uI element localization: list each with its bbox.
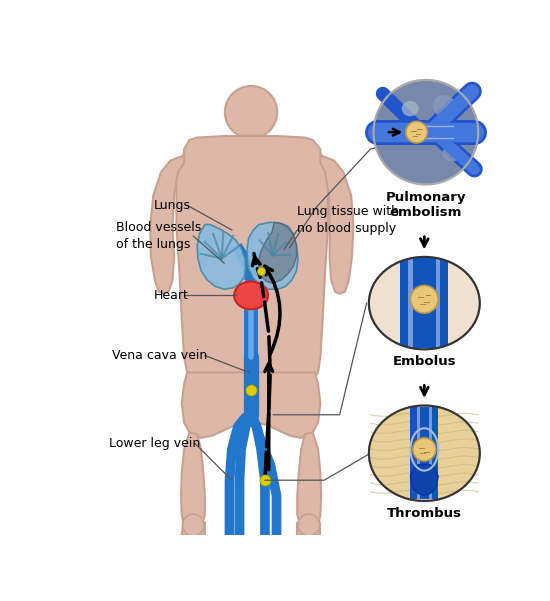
Text: Pulmonary
embolism: Pulmonary embolism bbox=[386, 191, 466, 219]
Circle shape bbox=[183, 514, 204, 535]
Ellipse shape bbox=[442, 145, 461, 162]
Polygon shape bbox=[258, 222, 296, 283]
Circle shape bbox=[410, 285, 438, 313]
Polygon shape bbox=[297, 433, 321, 526]
Text: Vena cava vein: Vena cava vein bbox=[112, 349, 208, 362]
Text: Thrombus: Thrombus bbox=[387, 507, 462, 520]
Ellipse shape bbox=[433, 95, 456, 117]
Ellipse shape bbox=[234, 281, 268, 310]
FancyBboxPatch shape bbox=[410, 407, 438, 499]
Polygon shape bbox=[320, 155, 354, 294]
Polygon shape bbox=[197, 225, 246, 289]
Circle shape bbox=[298, 514, 320, 535]
Circle shape bbox=[373, 80, 478, 185]
Polygon shape bbox=[181, 433, 205, 526]
Ellipse shape bbox=[402, 101, 419, 117]
Polygon shape bbox=[238, 135, 264, 149]
FancyBboxPatch shape bbox=[429, 407, 432, 499]
Text: Lower leg vein: Lower leg vein bbox=[109, 437, 200, 450]
FancyBboxPatch shape bbox=[417, 407, 420, 499]
Ellipse shape bbox=[369, 406, 480, 501]
Polygon shape bbox=[182, 373, 320, 438]
Text: Heart: Heart bbox=[153, 289, 188, 302]
Polygon shape bbox=[410, 464, 438, 496]
Text: Embolus: Embolus bbox=[393, 355, 456, 368]
Polygon shape bbox=[177, 136, 328, 384]
Polygon shape bbox=[248, 222, 298, 289]
Text: Lung tissue with
no blood supply: Lung tissue with no blood supply bbox=[297, 205, 399, 235]
FancyBboxPatch shape bbox=[436, 258, 441, 348]
Text: Blood vessels
of the lungs: Blood vessels of the lungs bbox=[117, 221, 201, 251]
Circle shape bbox=[225, 86, 277, 138]
Circle shape bbox=[412, 438, 436, 461]
FancyBboxPatch shape bbox=[408, 258, 412, 348]
Polygon shape bbox=[181, 523, 205, 535]
Ellipse shape bbox=[369, 257, 480, 349]
Polygon shape bbox=[150, 155, 184, 294]
Text: Lungs: Lungs bbox=[153, 199, 190, 212]
FancyBboxPatch shape bbox=[400, 258, 448, 348]
Polygon shape bbox=[297, 523, 320, 535]
Circle shape bbox=[406, 121, 427, 143]
Ellipse shape bbox=[369, 406, 480, 501]
